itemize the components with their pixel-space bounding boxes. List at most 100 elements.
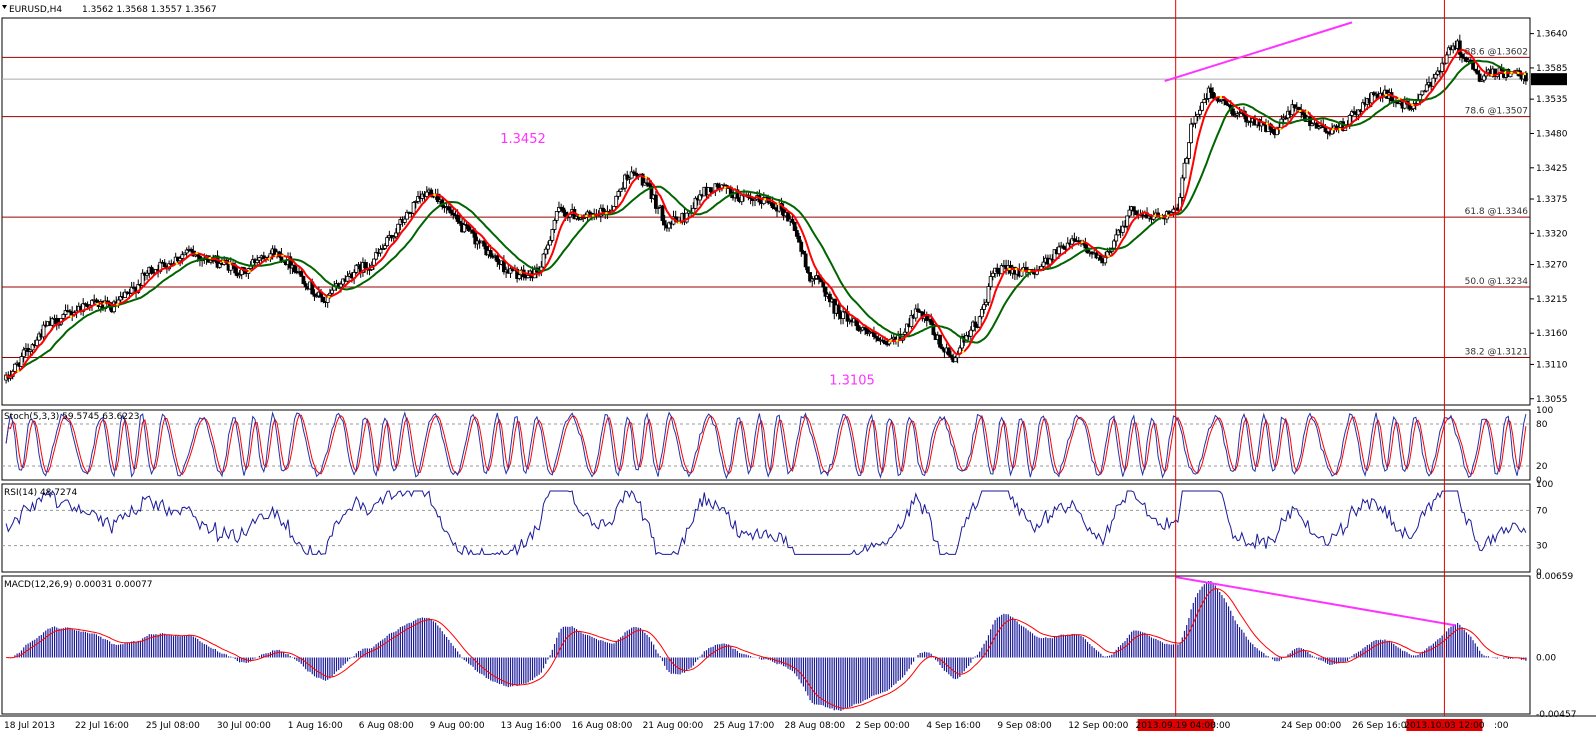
- candle[interactable]: [391, 234, 396, 243]
- candle[interactable]: [1182, 158, 1187, 181]
- candle[interactable]: [698, 190, 702, 206]
- dropdown-icon[interactable]: [2, 5, 7, 9]
- candle[interactable]: [953, 355, 958, 363]
- candle[interactable]: [631, 169, 636, 177]
- candle[interactable]: [1204, 93, 1209, 106]
- candle[interactable]: [1134, 210, 1138, 216]
- candle[interactable]: [618, 188, 623, 197]
- candle[interactable]: [548, 236, 553, 246]
- candle[interactable]: [1235, 110, 1240, 120]
- candle[interactable]: [792, 221, 797, 232]
- candle[interactable]: [808, 272, 812, 283]
- candle[interactable]: [1072, 232, 1077, 243]
- candle[interactable]: [1123, 220, 1127, 228]
- candle[interactable]: [554, 211, 559, 224]
- candle[interactable]: [184, 247, 189, 258]
- candle[interactable]: [1433, 72, 1438, 82]
- candle[interactable]: [858, 326, 863, 334]
- candle[interactable]: [321, 296, 326, 304]
- candle[interactable]: [865, 327, 870, 337]
- candle[interactable]: [63, 304, 68, 318]
- macd-trendline[interactable]: [1175, 576, 1456, 627]
- candle[interactable]: [1477, 69, 1482, 83]
- candle[interactable]: [546, 241, 550, 255]
- candle[interactable]: [378, 245, 383, 257]
- candle[interactable]: [416, 191, 420, 205]
- candle[interactable]: [623, 173, 627, 193]
- candle[interactable]: [1349, 109, 1354, 122]
- candle[interactable]: [145, 270, 149, 280]
- candle[interactable]: [1435, 66, 1440, 77]
- candle[interactable]: [118, 291, 123, 303]
- candle[interactable]: [874, 333, 879, 343]
- candle[interactable]: [990, 270, 995, 281]
- candle[interactable]: [1479, 78, 1484, 82]
- candle[interactable]: [374, 248, 379, 261]
- candle[interactable]: [653, 190, 658, 214]
- candle[interactable]: [794, 226, 799, 240]
- candle[interactable]: [1482, 73, 1486, 83]
- candle[interactable]: [836, 302, 841, 320]
- candle[interactable]: [812, 275, 817, 285]
- candle[interactable]: [561, 205, 566, 217]
- candle[interactable]: [383, 243, 387, 251]
- candle[interactable]: [303, 280, 308, 291]
- candle[interactable]: [354, 263, 359, 274]
- candle[interactable]: [189, 247, 194, 253]
- candle[interactable]: [786, 210, 790, 222]
- candle[interactable]: [916, 303, 920, 313]
- candle[interactable]: [1310, 122, 1315, 127]
- candle[interactable]: [402, 215, 407, 226]
- candle[interactable]: [1440, 57, 1445, 75]
- candle[interactable]: [1200, 101, 1205, 112]
- candle[interactable]: [517, 273, 522, 281]
- candle[interactable]: [178, 255, 183, 267]
- candle[interactable]: [1209, 83, 1213, 99]
- candle[interactable]: [1372, 90, 1376, 97]
- candle[interactable]: [1460, 52, 1464, 63]
- candle[interactable]: [411, 201, 416, 216]
- candle[interactable]: [396, 223, 401, 236]
- candle[interactable]: [1283, 115, 1288, 120]
- candle[interactable]: [1314, 121, 1319, 129]
- candle[interactable]: [237, 270, 242, 279]
- candle[interactable]: [345, 271, 350, 284]
- candle[interactable]: [129, 281, 134, 295]
- candle[interactable]: [541, 252, 546, 269]
- candle[interactable]: [1061, 243, 1066, 250]
- candle[interactable]: [94, 297, 99, 303]
- candle[interactable]: [801, 249, 806, 255]
- candle[interactable]: [292, 264, 297, 274]
- candle[interactable]: [805, 266, 810, 274]
- candle[interactable]: [715, 182, 720, 190]
- candle[interactable]: [21, 346, 26, 363]
- candle[interactable]: [1195, 113, 1200, 122]
- candle[interactable]: [301, 275, 306, 285]
- candle[interactable]: [1114, 228, 1119, 247]
- candle[interactable]: [424, 186, 429, 199]
- candle[interactable]: [753, 198, 757, 207]
- candle[interactable]: [1184, 156, 1189, 164]
- candle[interactable]: [1316, 124, 1321, 131]
- candle[interactable]: [938, 334, 942, 349]
- candle[interactable]: [449, 204, 453, 217]
- candle[interactable]: [979, 306, 984, 320]
- candle[interactable]: [217, 261, 222, 269]
- candle[interactable]: [1120, 220, 1125, 237]
- candle[interactable]: [1217, 99, 1222, 103]
- candle[interactable]: [856, 320, 861, 332]
- candle[interactable]: [140, 269, 145, 288]
- candle[interactable]: [946, 347, 951, 357]
- candle[interactable]: [495, 254, 500, 268]
- candle[interactable]: [841, 305, 845, 325]
- candle[interactable]: [949, 350, 953, 360]
- candle[interactable]: [827, 291, 832, 308]
- candle[interactable]: [797, 232, 801, 243]
- candle[interactable]: [1292, 104, 1297, 112]
- candle[interactable]: [634, 167, 638, 179]
- candle[interactable]: [988, 270, 993, 291]
- candle[interactable]: [909, 310, 914, 329]
- candle[interactable]: [790, 214, 795, 225]
- candle[interactable]: [662, 215, 667, 231]
